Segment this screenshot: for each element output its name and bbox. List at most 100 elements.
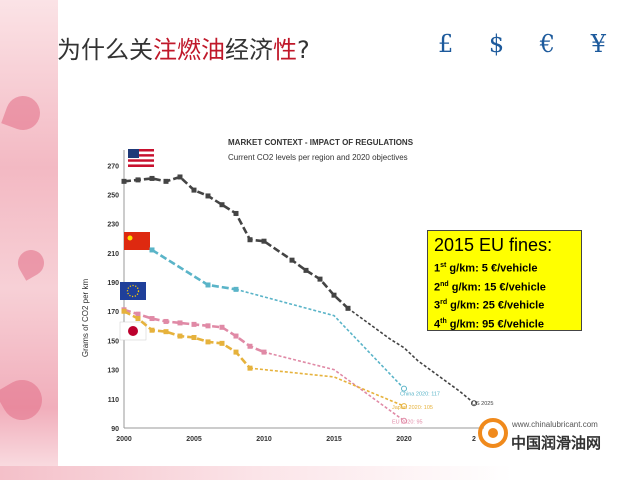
y-tick-label: 90 [111,426,119,433]
y-tick-label: 230 [107,222,119,229]
series-point [233,286,239,292]
series-point [149,247,155,253]
series-point [149,316,155,322]
flag-star [127,235,133,241]
series-target-label: Japan 2020: 105 [392,405,433,411]
series-point [219,324,225,330]
y-tick-label: 130 [107,368,119,375]
fines-item-ordinal-suffix: rd [440,299,448,307]
series-point [191,335,197,341]
title-part: 经济 [225,36,273,64]
flag-stripe [128,159,154,162]
series-point [303,267,309,273]
series-target-label: China 2020: 117 [400,392,440,398]
series-line-actual [123,310,251,370]
fines-item-ordinal: 4 [434,318,441,331]
eu-flag-icon [120,282,146,300]
series-point [205,339,211,345]
flag-stripe [128,149,154,152]
chart-flags [119,149,154,341]
series-point [247,365,253,371]
series-point [261,238,267,244]
series-point [135,316,141,322]
series-point [331,292,337,298]
flag-stripe [128,151,154,155]
series-point [261,349,267,355]
fines-item: 2nd g/km: 15 €/vehicle [434,277,575,296]
x-tick-label: 2010 [256,436,272,443]
decorative-bottom-band [0,466,640,480]
series-line-target [347,307,475,404]
slide-title: 为什么关注燃油经济性? [57,30,310,65]
x-tick-label: 2020 [396,436,412,443]
flag-stripe [128,164,154,167]
series-point [317,276,323,282]
series-point [345,305,351,311]
fines-item-text: g/km: 5 €/vehicle [446,262,538,275]
fines-item-ordinal: 2 [434,281,441,294]
fines-item-text: g/km: 15 €/vehicle [448,281,546,294]
fines-item-ordinal-suffix: st [440,262,447,269]
flag-disc [128,326,138,336]
series-point [205,323,211,329]
series-point [191,321,197,327]
series-point [233,210,239,216]
fines-item: 3rd g/km: 25 €/vehicle [434,295,575,314]
y-tick-label: 250 [107,192,119,199]
series-point [135,177,141,183]
eu-fines-box: 2015 EU fines: 1st g/km: 5 €/vehicle 2nd … [427,230,582,331]
series-point [233,333,239,339]
series-point [135,311,141,317]
flag-field [124,232,150,250]
series-target-point [401,417,407,424]
y-tick-label: 210 [107,251,119,258]
series-target-point [401,385,407,392]
x-tick-label: 2000 [116,436,132,443]
series-point [205,282,211,288]
series-line-target [235,288,405,390]
fines-item-ordinal-suffix: th [440,317,447,325]
series-point [163,329,169,335]
watermark-brand: 中国润滑油网 [511,434,602,452]
fines-item: 4th g/km: 95 €/vehicle [434,314,575,333]
title-part-highlight: 性 [273,36,297,64]
y-tick-label: 110 [108,397,119,404]
series-point [149,175,155,181]
series-point [233,349,239,355]
y-tick-label: 170 [107,309,119,316]
flag-stripe [128,156,154,160]
series-point [121,178,127,184]
title-part: 为什么关 [57,36,153,64]
chart-series: US 2025:107 China 2020: 117 EU 2020: 95 Jap… [121,174,494,426]
us-flag-icon [128,149,154,167]
series-point [121,308,127,314]
series-point [163,178,169,184]
watermark-url: www.chinalubricant.com [512,420,598,429]
chart-subtitle: Current CO2 levels per region and 2020 o… [228,153,408,162]
series-point [247,343,253,349]
series-point [177,333,183,339]
series-target-point [471,400,477,407]
currency-symbols: £ $ € ¥ [438,30,620,58]
series-line-target [263,351,405,422]
series-target-label: US 2025:107 [472,401,494,407]
series-point [191,187,197,193]
flag-star-ring [126,284,140,298]
title-part: ? [297,36,310,64]
fines-item-ordinal: 1 [434,262,441,275]
flag-canton [128,149,139,158]
flag-stripe [128,161,154,165]
series-point [163,318,169,324]
series-point [247,237,253,243]
co2-chart: MARKET CONTEXT - IMPACT OF REGULATIONS C… [81,138,494,443]
chinalubricant-logo-icon [478,418,508,448]
japan-flag-icon [119,321,147,341]
series-point [149,327,155,333]
series-point [219,340,225,346]
series-line-actual [151,248,237,291]
fines-title: 2015 EU fines: [434,235,553,255]
x-tick-label: 2 [472,436,476,443]
series-point [205,193,211,199]
fines-item-ordinal-suffix: nd [440,280,449,288]
china-flag-icon [124,232,150,250]
